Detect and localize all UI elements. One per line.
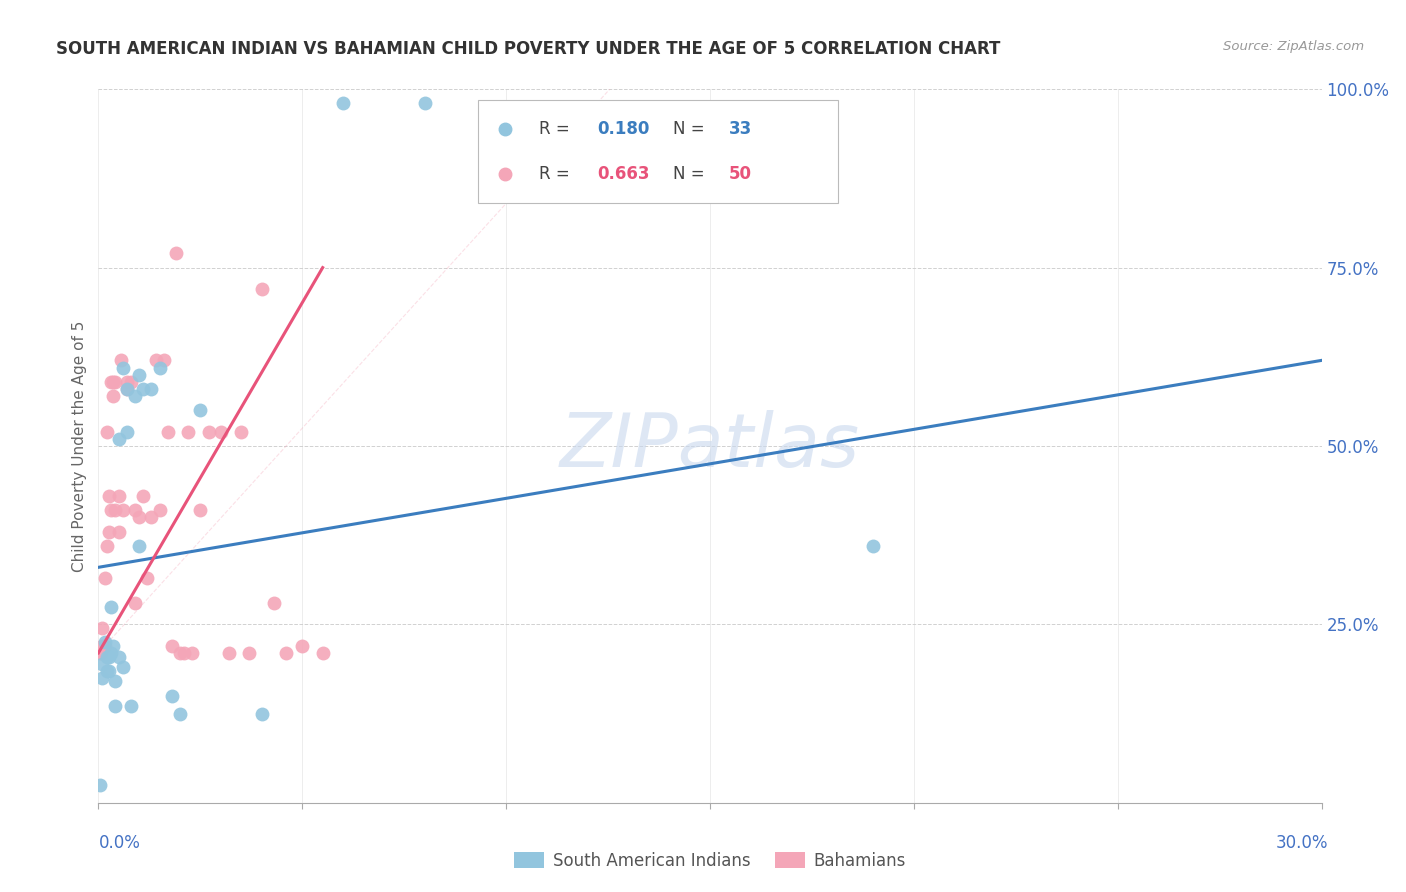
Point [152, 353, 174, 368]
Point [274, 646, 297, 660]
Point [91, 639, 114, 653]
Point [110, 353, 132, 368]
Point [111, 360, 134, 375]
Point [188, 403, 212, 417]
Text: Source: ZipAtlas.com: Source: ZipAtlas.com [1223, 40, 1364, 54]
Point [413, 96, 436, 111]
Point [100, 375, 122, 389]
Point [96, 425, 118, 439]
Point [101, 375, 124, 389]
Text: N =: N = [673, 120, 710, 138]
Text: R =: R = [538, 165, 575, 184]
Point [93, 635, 115, 649]
Point [862, 539, 884, 553]
Point [100, 646, 122, 660]
Point [124, 503, 146, 517]
Text: 0.0%: 0.0% [98, 834, 141, 852]
Point [291, 639, 314, 653]
Point [312, 646, 335, 660]
Point [132, 382, 155, 396]
Point [332, 96, 354, 111]
Text: 50: 50 [728, 165, 751, 184]
Point [188, 503, 212, 517]
Point [218, 646, 240, 660]
Point [141, 382, 163, 396]
Point [93, 571, 115, 585]
Point [250, 282, 273, 296]
Point [169, 646, 191, 660]
Point [160, 639, 183, 653]
Point [108, 489, 131, 503]
Text: 30.0%: 30.0% [1277, 834, 1329, 852]
Point [124, 389, 146, 403]
Point [209, 425, 232, 439]
Point [91, 671, 114, 685]
Point [93, 639, 115, 653]
Point [173, 646, 195, 660]
Point [89, 778, 111, 792]
FancyBboxPatch shape [478, 100, 838, 203]
Point [238, 646, 260, 660]
Point [231, 425, 253, 439]
Legend: South American Indians, Bahamians: South American Indians, Bahamians [508, 846, 912, 877]
Point [104, 375, 127, 389]
Point [160, 689, 183, 703]
Point [124, 596, 146, 610]
Point [115, 425, 138, 439]
Point [128, 368, 150, 382]
Point [96, 539, 118, 553]
Point [104, 674, 127, 689]
Point [111, 503, 134, 517]
Point [120, 699, 142, 714]
Point [101, 639, 124, 653]
Point [136, 571, 159, 585]
Point [96, 649, 118, 664]
Point [115, 382, 138, 396]
Point [149, 503, 172, 517]
Point [108, 524, 131, 539]
Point [89, 646, 111, 660]
Point [263, 596, 285, 610]
Text: ZIPatlas: ZIPatlas [560, 410, 860, 482]
Point [104, 503, 127, 517]
Point [120, 375, 142, 389]
Point [111, 660, 134, 674]
Point [177, 425, 200, 439]
Point [141, 510, 163, 524]
Point [108, 432, 131, 446]
Point [169, 706, 191, 721]
Text: 33: 33 [728, 120, 752, 138]
Point [97, 489, 120, 503]
Text: SOUTH AMERICAN INDIAN VS BAHAMIAN CHILD POVERTY UNDER THE AGE OF 5 CORRELATION C: SOUTH AMERICAN INDIAN VS BAHAMIAN CHILD … [56, 40, 1001, 58]
Point [100, 599, 122, 614]
Point [132, 489, 155, 503]
Point [108, 649, 131, 664]
Point [250, 706, 273, 721]
Point [104, 699, 127, 714]
Point [115, 375, 138, 389]
Point [97, 649, 120, 664]
Point [96, 664, 118, 678]
Point [165, 246, 187, 260]
Point [90, 646, 112, 660]
Point [149, 360, 172, 375]
Point [156, 425, 179, 439]
Y-axis label: Child Poverty Under the Age of 5: Child Poverty Under the Age of 5 [72, 320, 87, 572]
Point [97, 664, 120, 678]
Point [91, 657, 114, 671]
Text: R =: R = [538, 120, 575, 138]
Text: N =: N = [673, 165, 710, 184]
Point [181, 646, 204, 660]
Text: 0.663: 0.663 [598, 165, 650, 184]
Point [128, 510, 150, 524]
Point [101, 389, 124, 403]
Point [197, 425, 219, 439]
Point [128, 539, 150, 553]
Text: 0.180: 0.180 [598, 120, 650, 138]
Point [100, 503, 122, 517]
Point [97, 524, 120, 539]
Point [145, 353, 167, 368]
Point [115, 382, 138, 396]
Point [91, 621, 114, 635]
